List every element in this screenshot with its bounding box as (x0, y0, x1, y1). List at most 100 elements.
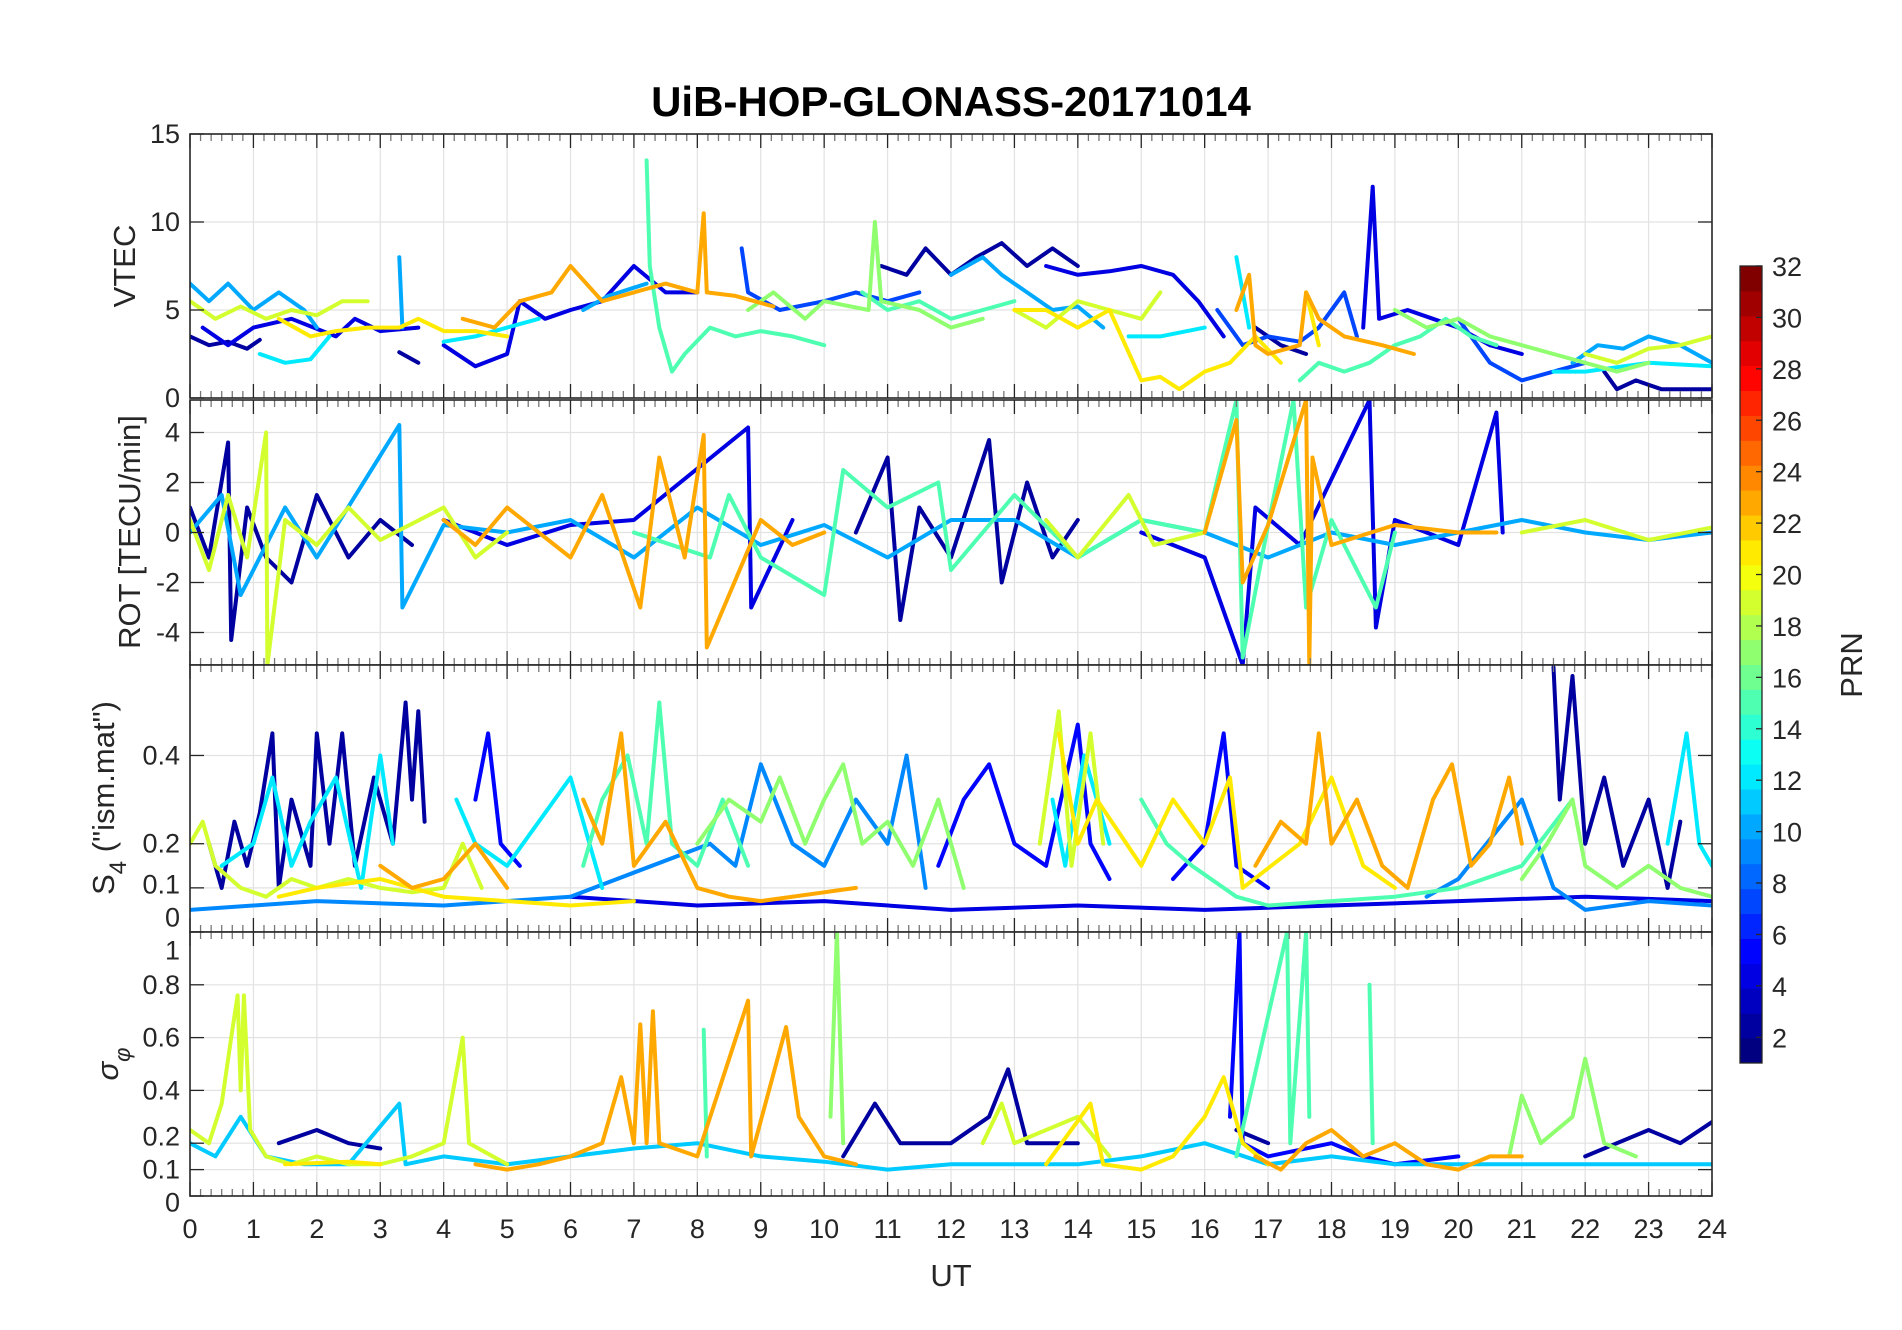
colorbar-band (1740, 913, 1762, 939)
colorbar-band (1740, 290, 1762, 317)
colorbar-band (1740, 938, 1762, 964)
colorbar-band (1740, 515, 1762, 541)
series-group (190, 665, 1712, 912)
colorbar-band (1740, 639, 1762, 665)
series-prn-10 (190, 255, 1712, 365)
colorbar-tick-label: 18 (1772, 612, 1802, 642)
s4-symbol: S (86, 874, 121, 895)
colorbar-band (1740, 789, 1762, 815)
panel-vtec: 0 5 10 15 (150, 119, 1713, 413)
colorbar-band (1740, 390, 1762, 416)
y-tick-label: 4 (165, 418, 180, 448)
y-axis-label-vtec: VTEC (107, 225, 142, 308)
series-prn-21 (276, 731, 1397, 908)
y-tick-label: -2 (156, 568, 180, 598)
y-tick-label: 1 (165, 935, 180, 965)
colorbar-band (1740, 465, 1762, 491)
colorbar-band (1740, 863, 1762, 890)
y-tick-label: 15 (150, 119, 180, 149)
panel-frame (189, 931, 1713, 1197)
y-tick-label: 0.2 (142, 1122, 180, 1152)
series-group (190, 400, 1712, 665)
y-tick-label: 0.4 (142, 1075, 180, 1105)
series-prn-17 (695, 762, 1712, 899)
chart-title: UiB-HOP-GLONASS-20171014 (651, 78, 1251, 125)
y-tick-label: 5 (165, 295, 180, 325)
y-tick-label: 0.2 (142, 829, 180, 859)
colorbar-tick-label: 28 (1772, 355, 1802, 385)
sigma-symbol: σ (90, 1061, 125, 1081)
x-tick-label: 4 (436, 1214, 451, 1244)
y-tick-label: 0.8 (142, 970, 180, 1000)
colorbar-band (1740, 365, 1762, 392)
series-prn-2 (276, 1067, 1712, 1159)
colorbar-band (1740, 838, 1762, 865)
colorbar-band (1740, 988, 1762, 1014)
x-tick-label: 14 (1063, 1214, 1093, 1244)
panel-s4: 00.1 0.2 0.4 (142, 664, 1713, 933)
colorbar-band (1740, 539, 1762, 566)
colorbar-tick-label: 12 (1772, 766, 1802, 796)
series-prn-4 (200, 184, 1524, 369)
y-tick-label: 0.4 (142, 741, 180, 771)
series-prn-4 (441, 400, 1505, 665)
x-tick-label: 0 (182, 1214, 197, 1244)
colorbar-tick-label: 6 (1772, 920, 1787, 950)
colorbar-tick-label: 4 (1772, 972, 1787, 1002)
colorbar-tick-label: 2 (1772, 1023, 1787, 1053)
series-prn-19 (190, 290, 1712, 365)
x-tick-label: 13 (999, 1214, 1029, 1244)
x-tick-label: 23 (1634, 1214, 1664, 1244)
series-prn-10 (190, 423, 1712, 610)
colorbar-band (1740, 564, 1762, 591)
series-prn-15 (644, 158, 1499, 383)
series-prn-23 (378, 731, 1524, 904)
colorbar-band (1740, 714, 1762, 740)
colorbar-band (1740, 415, 1762, 441)
y-tick-label: 0.1 (142, 869, 180, 899)
s4-subscript: 4 (105, 861, 132, 874)
x-tick-label: 9 (753, 1214, 768, 1244)
x-tick-label: 19 (1380, 1214, 1410, 1244)
x-tick-label: 20 (1443, 1214, 1473, 1244)
colorbar-band (1740, 664, 1762, 690)
colorbar-tick-label: 32 (1772, 252, 1802, 282)
y-axis-label-s4: S4 ("ism.mat") (86, 701, 132, 895)
colorbar-tick-label: 26 (1772, 406, 1802, 436)
y-tick-label: 0 (165, 518, 180, 548)
x-tick-label: 21 (1507, 1214, 1537, 1244)
x-tick-label: 24 (1697, 1214, 1727, 1244)
x-tick-label: 16 (1190, 1214, 1220, 1244)
colorbar-band (1740, 589, 1762, 616)
x-tick-label: 11 (874, 1214, 902, 1244)
colorbar-band (1740, 888, 1762, 915)
x-tick-label: 1 (246, 1214, 261, 1244)
colorbar-frame (1739, 265, 1763, 1064)
y-tick-label: 0.6 (142, 1023, 180, 1053)
colorbar-band (1740, 739, 1762, 765)
series-prn-17 (746, 220, 1651, 374)
series-prn-19 (190, 430, 1712, 665)
panel-rot: -4 -2 0 2 4 (156, 399, 1713, 666)
colorbar-tick-label: 10 (1772, 818, 1802, 848)
colorbar-band (1740, 764, 1762, 790)
colorbar-band (1740, 340, 1762, 367)
series-group (190, 932, 1712, 1172)
colorbar-label: PRN (1834, 632, 1869, 697)
colorbar-tick-label: 14 (1772, 715, 1802, 745)
x-tick-label: 3 (373, 1214, 388, 1244)
colorbar-tick-label: 16 (1772, 663, 1802, 693)
y-tick-label: 0 (165, 383, 180, 413)
y-tick-label: -4 (156, 618, 180, 648)
panels: 051015-4-202400.10.20.400.10.20.40.60.81… (142, 119, 1727, 1244)
x-tick-label: 22 (1570, 1214, 1600, 1244)
series-prn-23 (441, 400, 1499, 665)
colorbar-band (1740, 490, 1762, 516)
y-axis-label-rot: ROT [TECU/min] (112, 415, 147, 649)
colorbar-band (1740, 1013, 1762, 1039)
colorbar-tick-label: 20 (1772, 561, 1802, 591)
x-tick-label: 15 (1126, 1214, 1156, 1244)
x-tick-label: 10 (809, 1214, 839, 1244)
colorbar-tick-label: 30 (1772, 303, 1802, 333)
